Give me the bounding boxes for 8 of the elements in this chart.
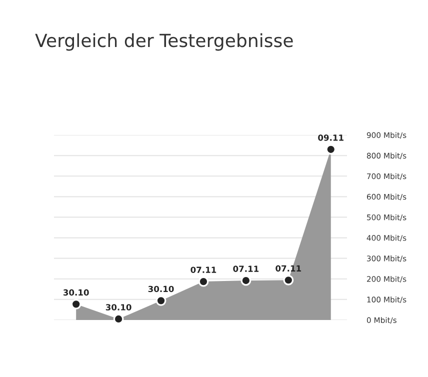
chart-title: Vergleich der Testergebnisse (35, 33, 293, 51)
x-tick-label: 30.10 (106, 304, 132, 310)
x-tick-label: 30.10 (148, 286, 174, 292)
x-tick-label: 09.11 (318, 134, 344, 141)
x-tick-label: 07.11 (233, 266, 259, 272)
x-tick-label: 07.11 (276, 265, 302, 272)
x-tick-label: 07.11 (190, 266, 216, 273)
x-tick-label: 30.10 (63, 289, 89, 296)
